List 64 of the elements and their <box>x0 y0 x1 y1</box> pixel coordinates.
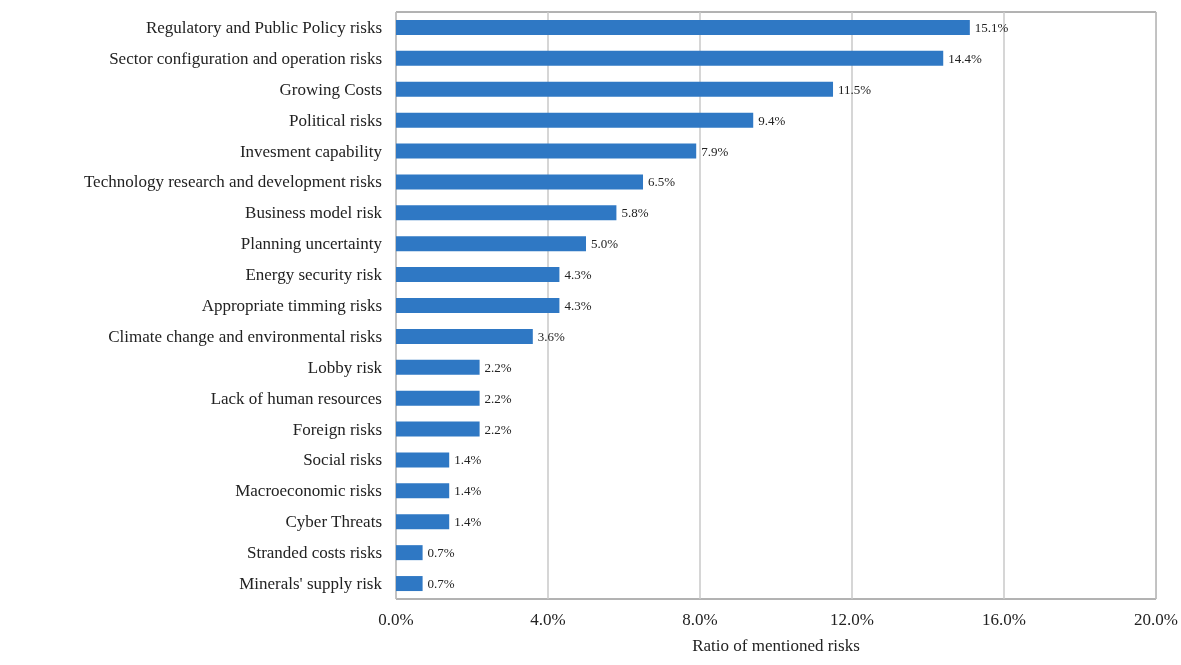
y-tick-label: Sector configuration and operation risks <box>109 48 382 68</box>
y-tick-label: Invesment capability <box>239 141 383 161</box>
bar <box>396 514 450 530</box>
bar <box>396 421 480 437</box>
data-label: 7.9% <box>701 143 729 159</box>
data-label: 2.2% <box>484 390 512 406</box>
y-tick-label: Regulatory and Public Policy risks <box>145 17 382 37</box>
data-label: 6.5% <box>648 174 676 190</box>
bar <box>396 359 480 375</box>
y-tick-label: Foreign risks <box>292 419 382 439</box>
y-tick-label: Stranded costs risks <box>246 543 382 563</box>
bar <box>396 483 450 499</box>
bar <box>396 205 617 221</box>
bar <box>396 81 834 97</box>
bar <box>396 267 560 283</box>
x-axis-title: Ratio of mentioned risks <box>692 636 860 655</box>
y-tick-label: Macroeconomic risks <box>235 481 382 501</box>
data-label: 11.5% <box>838 81 872 97</box>
y-tick-label: Growing Costs <box>279 79 382 99</box>
bar <box>396 143 697 159</box>
data-label: 4.3% <box>564 298 592 313</box>
bar <box>396 19 970 35</box>
bar <box>396 174 644 190</box>
x-tick-label: 16.0% <box>982 610 1026 629</box>
x-tick-label: 8.0% <box>682 610 718 629</box>
y-tick-label: Political risks <box>288 110 382 130</box>
y-tick-label: Appropriate timming risks <box>201 296 382 315</box>
y-tick-label: Business model risk <box>245 203 383 223</box>
bar <box>396 328 533 344</box>
bar <box>396 298 560 313</box>
bar <box>396 576 423 592</box>
y-tick-label: Cyber Threats <box>285 512 382 532</box>
data-label: 2.2% <box>484 359 512 375</box>
x-tick-label: 20.0% <box>1134 610 1179 629</box>
y-tick-label: Social risks <box>303 450 382 470</box>
data-label: 0.7% <box>427 576 455 592</box>
data-label: 0.7% <box>427 545 455 561</box>
bar <box>396 112 754 128</box>
data-label: 9.4% <box>758 112 786 128</box>
bar <box>396 390 480 406</box>
bar <box>396 50 944 66</box>
data-label: 2.2% <box>484 421 512 437</box>
data-label: 14.4% <box>948 50 982 66</box>
x-tick-label: 0.0% <box>378 610 414 629</box>
y-tick-label: Climate change and environmental risks <box>108 326 382 346</box>
bar <box>396 236 587 252</box>
data-label: 3.6% <box>537 328 566 344</box>
y-tick-label: Minerals' supply risk <box>239 574 383 594</box>
data-label: 1.4% <box>454 483 482 499</box>
x-tick-label: 12.0% <box>830 610 874 629</box>
data-label: 15.1% <box>974 19 1009 35</box>
data-label: 5.8% <box>621 205 649 221</box>
y-tick-label: Planning uncertainty <box>240 234 383 254</box>
data-label: 1.4% <box>454 452 482 468</box>
data-label: 1.4% <box>454 514 482 530</box>
data-label: 5.0% <box>591 236 619 252</box>
y-tick-label: Lack of human resources <box>210 388 382 408</box>
y-tick-label: Technology research and development risks <box>83 172 382 192</box>
y-tick-label: Energy security risk <box>245 265 383 285</box>
bar <box>396 545 423 561</box>
y-tick-label: Lobby risk <box>307 357 383 377</box>
data-label: 4.3% <box>564 267 592 283</box>
bar <box>396 452 450 468</box>
x-tick-label: 4.0% <box>530 610 566 629</box>
